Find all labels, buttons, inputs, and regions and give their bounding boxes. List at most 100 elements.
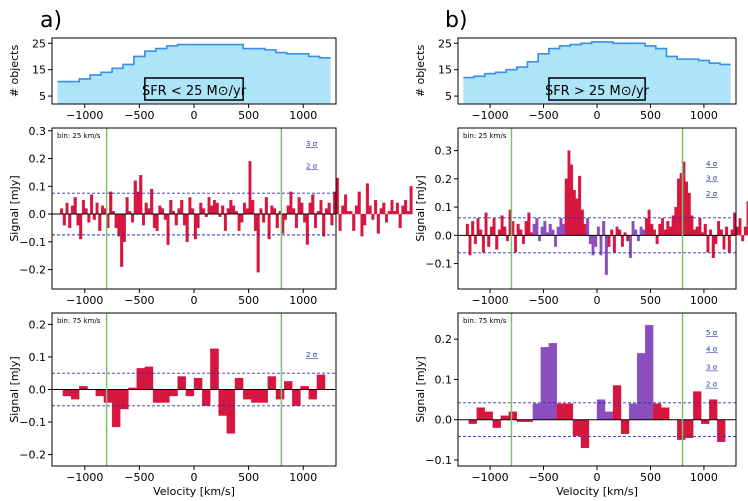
bar (223, 213, 227, 231)
x-tick-label: 0 (594, 294, 601, 307)
y-tick-label: 15 (438, 64, 452, 77)
panel-label-b: b) (445, 8, 468, 33)
bar (695, 226, 699, 236)
bar (374, 200, 378, 215)
bar (98, 213, 102, 231)
bar (559, 218, 563, 236)
bar (743, 226, 747, 236)
bar (251, 200, 255, 215)
bar (711, 235, 715, 259)
bar (554, 235, 558, 247)
bar (210, 205, 214, 215)
bar (666, 221, 670, 236)
bar (564, 403, 574, 420)
bar (471, 221, 475, 236)
bar (685, 419, 694, 438)
sigma-label: 2 σ (306, 162, 318, 170)
bar (73, 197, 77, 215)
bar (393, 211, 397, 215)
bar (365, 183, 369, 215)
bar (319, 200, 323, 215)
bar (300, 202, 304, 215)
bar (604, 235, 608, 276)
bar (602, 221, 606, 236)
bar (84, 208, 88, 215)
bar (524, 221, 528, 236)
x-tick-label: 500 (640, 109, 661, 122)
bar (273, 208, 277, 215)
bar (161, 389, 170, 403)
bar (275, 389, 285, 400)
bar (628, 235, 632, 259)
bar (532, 403, 542, 420)
bar (202, 389, 211, 406)
bar (586, 218, 590, 236)
bar (144, 366, 154, 390)
y-tick-label: 0.1 (29, 351, 47, 364)
bar (357, 191, 361, 215)
sigma-label: 4 σ (706, 160, 718, 168)
bar (286, 205, 290, 215)
bar (308, 202, 312, 215)
sigma-label: 2 σ (706, 381, 718, 389)
bar (690, 215, 694, 236)
bar (253, 213, 257, 231)
bar (382, 202, 386, 215)
x-tick-label: 500 (640, 294, 661, 307)
bar (652, 403, 662, 420)
bar (644, 324, 654, 420)
sigma-label: 5 σ (706, 329, 718, 337)
bar (500, 415, 509, 420)
bar (610, 229, 614, 236)
bar (188, 197, 192, 215)
y-axis-label: # objects (414, 45, 427, 98)
y-tick-label: −0.2 (19, 449, 46, 462)
bar (677, 178, 681, 236)
bar (275, 213, 279, 229)
bar (615, 226, 619, 236)
x-tick-label: −1000 (471, 294, 508, 307)
bar (484, 411, 493, 420)
bar (363, 213, 367, 226)
bar (95, 202, 99, 215)
y-tick-label: 0.1 (29, 180, 47, 193)
bar (314, 213, 318, 229)
y-tick-label: 0.1 (435, 373, 453, 386)
bin-label: bin: 25 km/s (57, 132, 101, 140)
bar (196, 213, 200, 229)
bar (703, 223, 707, 236)
bar (693, 229, 697, 236)
bar (548, 223, 552, 236)
bar (330, 213, 334, 226)
bar (316, 374, 326, 390)
bar (68, 213, 72, 229)
bar (360, 213, 364, 237)
bar (133, 180, 137, 215)
bar (479, 229, 483, 236)
bar (202, 208, 206, 215)
bar (305, 213, 309, 245)
bar (169, 389, 178, 397)
y-tick-label: −0.1 (19, 236, 46, 249)
bar (177, 208, 181, 215)
bar (532, 223, 536, 236)
bar (294, 213, 298, 229)
x-tick-label: −1000 (471, 471, 508, 484)
bar (588, 235, 592, 244)
bar (398, 213, 402, 229)
bar (354, 205, 358, 215)
bar (693, 391, 702, 420)
bar (174, 213, 178, 226)
bar (270, 205, 274, 215)
bar (527, 212, 531, 236)
bar (210, 348, 219, 390)
bar (243, 389, 252, 400)
bar (717, 221, 721, 236)
bar (701, 419, 710, 424)
bar (371, 213, 375, 220)
bin-label: bin: 75 km/s (57, 317, 101, 325)
bar (70, 205, 74, 215)
bar (465, 223, 469, 236)
bar (572, 189, 576, 236)
bar (647, 209, 651, 236)
